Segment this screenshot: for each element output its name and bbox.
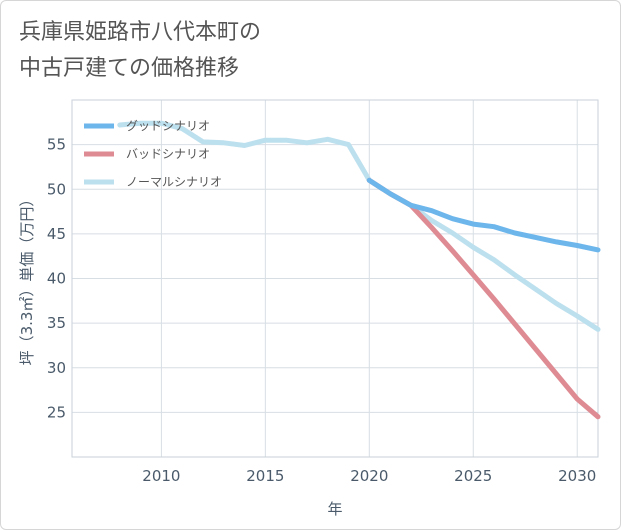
- legend-label: グッドシナリオ: [126, 119, 210, 133]
- series-line-2: [366, 177, 601, 420]
- y-axis-label: 坪（3.3㎡）単価（万円）: [18, 192, 36, 366]
- y-tick-label: 40: [47, 270, 66, 288]
- x-tick-label: 2020: [350, 467, 388, 485]
- x-tick-label: 2030: [558, 467, 596, 485]
- x-tick-label: 2025: [454, 467, 492, 485]
- y-tick-label: 50: [47, 180, 66, 198]
- y-tick-label: 55: [47, 136, 66, 154]
- legend-label: バッドシナリオ: [126, 147, 210, 161]
- y-tick-label: 30: [47, 359, 66, 377]
- y-tick-label: 45: [47, 225, 66, 243]
- chart-title-line-2: 中古戸建ての価格推移: [19, 56, 240, 81]
- chart-title-line-1: 兵庫県姫路市八代本町の: [19, 20, 262, 45]
- x-tick-label: 2015: [246, 467, 284, 485]
- series-line-1: [366, 177, 601, 253]
- y-tick-label: 25: [47, 403, 66, 421]
- legend-label: ノーマルシナリオ: [126, 175, 222, 189]
- axis-ticks: 2010 2015 2020 2025 2030 25 30 35 40 45 50 55: [47, 136, 596, 485]
- plot-area: [71, 99, 599, 458]
- x-tick-label: 2010: [142, 467, 180, 485]
- series-layer: [117, 120, 601, 420]
- x-axis-label: 年: [327, 500, 342, 518]
- y-tick-label: 35: [47, 314, 66, 332]
- chart-title: 兵庫県姫路市八代本町の 中古戸建ての価格推移: [19, 15, 579, 87]
- series-line-3: [117, 120, 601, 332]
